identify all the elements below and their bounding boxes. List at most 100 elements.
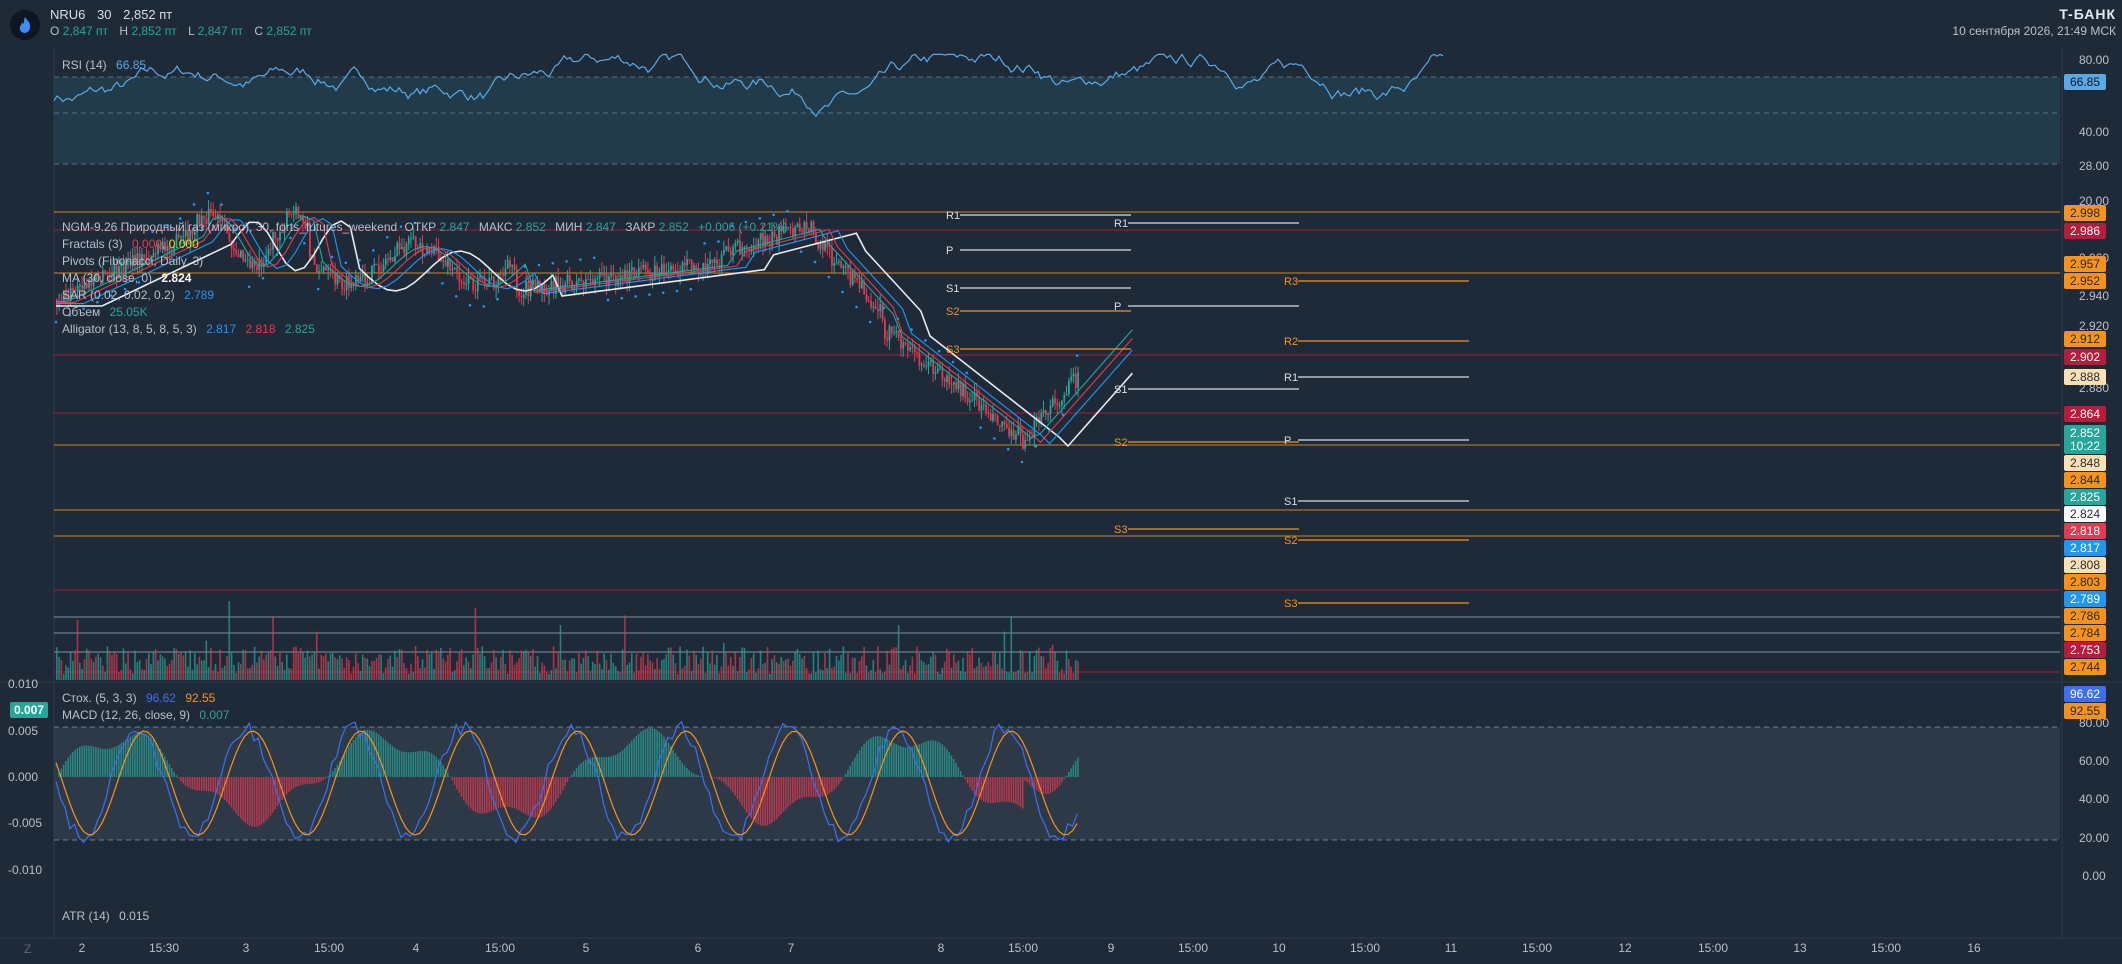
- macd-bar: [815, 777, 817, 798]
- volume-bar: [1038, 647, 1040, 680]
- volume-bar: [580, 663, 582, 680]
- macd-bar: [136, 733, 138, 777]
- volume-bar: [973, 668, 976, 680]
- candle-body: [943, 379, 946, 382]
- price-axis-label: 2.940: [2079, 289, 2109, 303]
- volume-bar: [210, 648, 212, 680]
- stoch-legend[interactable]: Стох. (5, 3, 3) 96.62 92.55: [62, 690, 229, 707]
- volume-bar: [83, 659, 86, 680]
- candle-body: [959, 381, 962, 397]
- oscillator-legend[interactable]: Стох. (5, 3, 3) 96.62 92.55 MACD (12, 26…: [62, 690, 229, 724]
- symbol-line[interactable]: NRU6 30 2,852 пт: [50, 7, 180, 22]
- macd-bar: [1061, 777, 1063, 783]
- rsi-legend[interactable]: RSI (14) 66.85: [62, 58, 146, 72]
- macd-bar: [1017, 777, 1019, 806]
- volume-bar: [304, 657, 306, 680]
- macd-axis-label: -0.010: [8, 863, 42, 877]
- volume-legend[interactable]: Объем 25.05K: [62, 304, 788, 321]
- candle-body: [789, 227, 792, 229]
- volume-bar: [320, 654, 323, 680]
- volume-bar: [729, 657, 732, 680]
- candle-body: [713, 259, 716, 263]
- sar-dot: [951, 360, 955, 364]
- volume-bar: [578, 652, 580, 680]
- macd-bar: [297, 777, 299, 787]
- macd-bar: [930, 740, 932, 777]
- time-axis-label: 7: [788, 941, 795, 955]
- volume-bar: [936, 671, 939, 680]
- price-tag: 2.952: [2064, 273, 2106, 289]
- macd-bar: [775, 777, 778, 820]
- price-tag: 2.784: [2064, 625, 2106, 641]
- macd-bar: [552, 777, 555, 806]
- candle-body: [953, 382, 955, 385]
- pivots-legend[interactable]: Pivots (Fibonacci, Daily, 3): [62, 253, 788, 270]
- ma-legend[interactable]: MA (30, close, 0) 2.824: [62, 270, 788, 287]
- macd-bar: [1024, 777, 1026, 781]
- candle-body: [256, 266, 258, 271]
- candle-body: [120, 262, 123, 267]
- alligator-legend[interactable]: Alligator (13, 8, 5, 8, 5, 3) 2.817 2.81…: [62, 321, 788, 338]
- volume-bar: [624, 615, 626, 680]
- candle-body: [637, 267, 640, 276]
- timezone-toggle[interactable]: Z: [24, 942, 32, 956]
- volume-bar: [127, 653, 129, 680]
- fractals-value-b: 0.000: [168, 237, 199, 251]
- macd-bar: [306, 777, 309, 785]
- volume-bar: [651, 662, 654, 680]
- macd-bar: [950, 755, 953, 777]
- price-tag: 2.824: [2064, 506, 2106, 522]
- volume-bar: [999, 653, 1001, 680]
- candle-body: [97, 274, 100, 280]
- fractals-legend[interactable]: Fractals (3) 0.000, 0.000: [62, 237, 199, 251]
- macd-bar: [288, 777, 290, 793]
- candle-body: [350, 283, 353, 288]
- macd-bar: [474, 777, 477, 812]
- candle-body: [69, 288, 72, 301]
- pivot-label: R2: [1284, 336, 1298, 348]
- macd-bar: [633, 738, 635, 777]
- volume-bar: [801, 658, 803, 680]
- volume-bar: [635, 653, 638, 680]
- macd-bar: [1070, 768, 1072, 777]
- max-label: МАКС: [478, 220, 513, 234]
- volume-bar: [69, 651, 72, 680]
- macd-bar: [635, 736, 638, 777]
- atr-legend[interactable]: ATR (14) 0.015: [62, 909, 149, 923]
- macd-bar: [398, 750, 401, 777]
- candle-body: [421, 243, 424, 255]
- volume-bar: [879, 669, 881, 680]
- macd-bar: [327, 776, 329, 777]
- main-legend[interactable]: NGM-9.26 Природный газ (микро), 30, fort…: [62, 219, 788, 338]
- sar-legend[interactable]: SAR (0.02, 0.02, 0.2) 2.789: [62, 287, 788, 304]
- volume-bar: [334, 657, 336, 680]
- candle-body: [927, 361, 930, 367]
- macd-bar: [628, 743, 631, 777]
- volume-bar: [955, 662, 957, 680]
- candle-body: [62, 291, 65, 304]
- volume-bar: [683, 665, 686, 680]
- sar-dot: [855, 305, 858, 309]
- macd-bar: [97, 747, 99, 777]
- macd-bar: [861, 746, 863, 777]
- candle-body: [644, 264, 647, 271]
- candle-body: [732, 247, 734, 256]
- volume-bar: [893, 647, 895, 680]
- macd-bar: [844, 773, 847, 777]
- instrument-logo[interactable]: [10, 10, 40, 40]
- candle-body: [886, 338, 889, 341]
- candle-body: [580, 278, 583, 282]
- price-tag: 2.852: [2064, 425, 2106, 441]
- macd-legend[interactable]: MACD (12, 26, close, 9) 0.007: [62, 707, 229, 724]
- volume-bar: [196, 664, 198, 680]
- volume-bar: [401, 649, 403, 680]
- volume-bar: [465, 657, 467, 680]
- candle-body: [251, 260, 254, 269]
- macd-bar: [430, 753, 433, 777]
- volume-bar: [640, 656, 642, 680]
- candle-body: [325, 266, 327, 271]
- symbol-name: NRU6: [50, 7, 86, 22]
- sar-dot: [634, 295, 637, 298]
- volume-bar: [769, 673, 771, 680]
